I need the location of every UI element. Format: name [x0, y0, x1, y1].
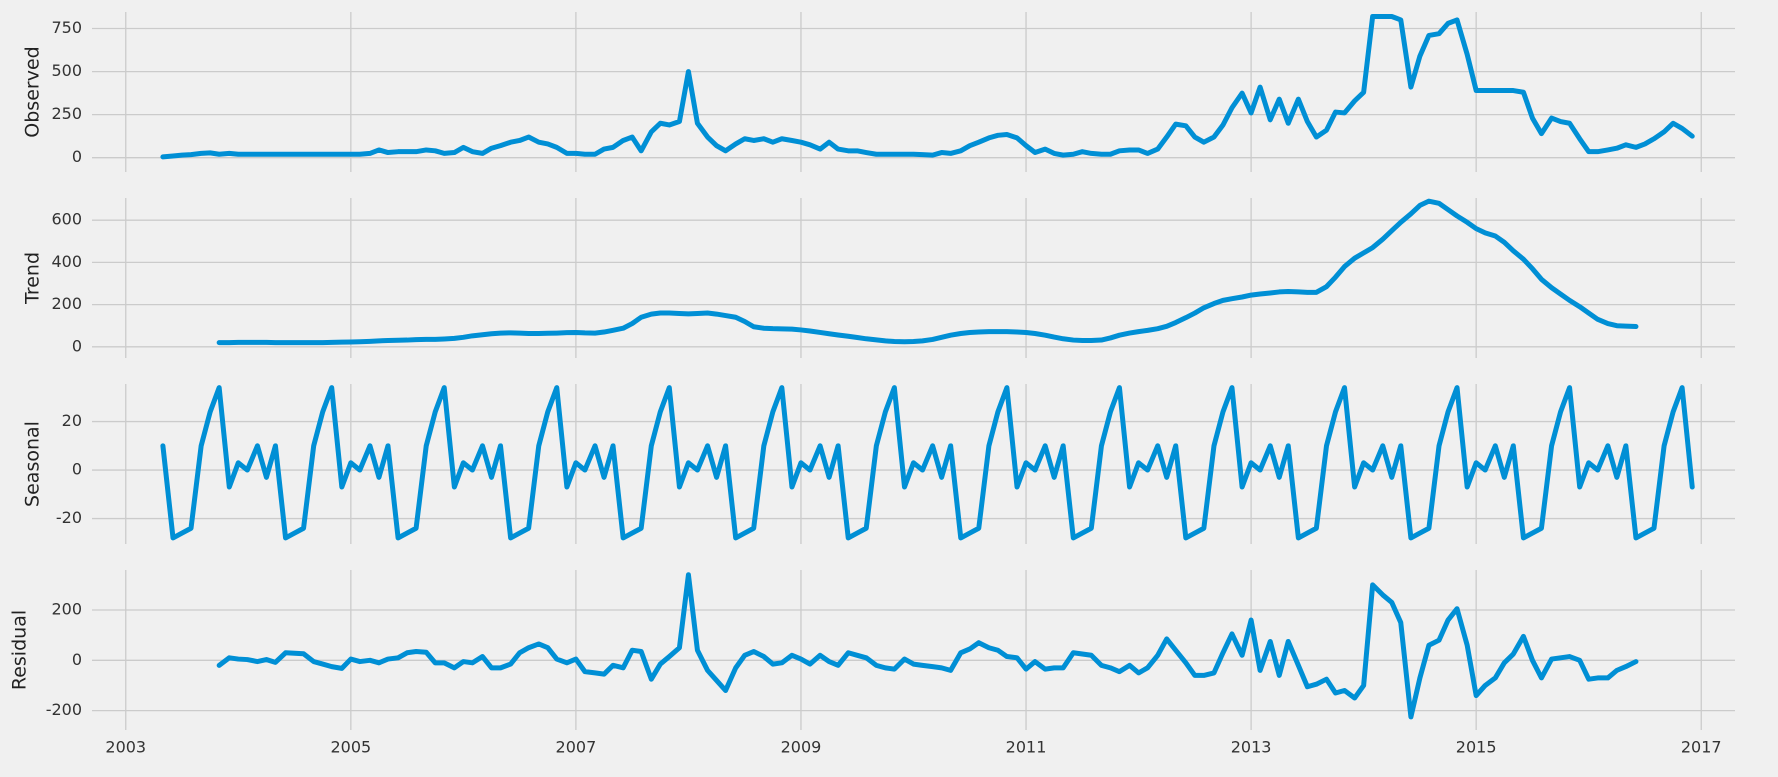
x-tick-label: 2003	[105, 738, 146, 757]
y-tick-label: 250	[51, 104, 82, 123]
data-line	[160, 13, 1695, 160]
y-tick-label: 200	[51, 294, 82, 313]
y-tick-label: 500	[51, 61, 82, 80]
x-tick-label: 2015	[1456, 738, 1497, 757]
y-tick-label: 200	[51, 600, 82, 619]
y-tick-label: 0	[72, 336, 82, 355]
x-tick-label: 2013	[1231, 738, 1272, 757]
x-tick-label: 2005	[330, 738, 371, 757]
y-tick-label: 0	[72, 650, 82, 669]
y-axis-label: Observed	[22, 46, 44, 137]
x-tick-label: 2011	[1006, 738, 1047, 757]
x-tick-label: 2007	[556, 738, 597, 757]
y-tick-label: 400	[51, 252, 82, 271]
data-line	[216, 198, 1639, 346]
y-tick-label: -20	[56, 508, 82, 527]
y-tick-label: 750	[51, 18, 82, 37]
data-line	[160, 385, 1695, 541]
y-tick-label: 600	[51, 210, 82, 229]
y-axis-label: Trend	[22, 252, 44, 305]
y-tick-label: 0	[72, 147, 82, 166]
y-tick-label: 20	[62, 411, 82, 430]
x-tick-label: 2017	[1681, 738, 1722, 757]
y-tick-label: -200	[46, 700, 82, 719]
y-tick-label: 0	[72, 460, 82, 479]
y-axis-label: Seasonal	[22, 421, 44, 507]
data-line	[216, 572, 1639, 720]
x-tick-label: 2009	[781, 738, 822, 757]
x-axis-label: month	[883, 776, 945, 777]
y-axis-label: Residual	[9, 610, 31, 690]
